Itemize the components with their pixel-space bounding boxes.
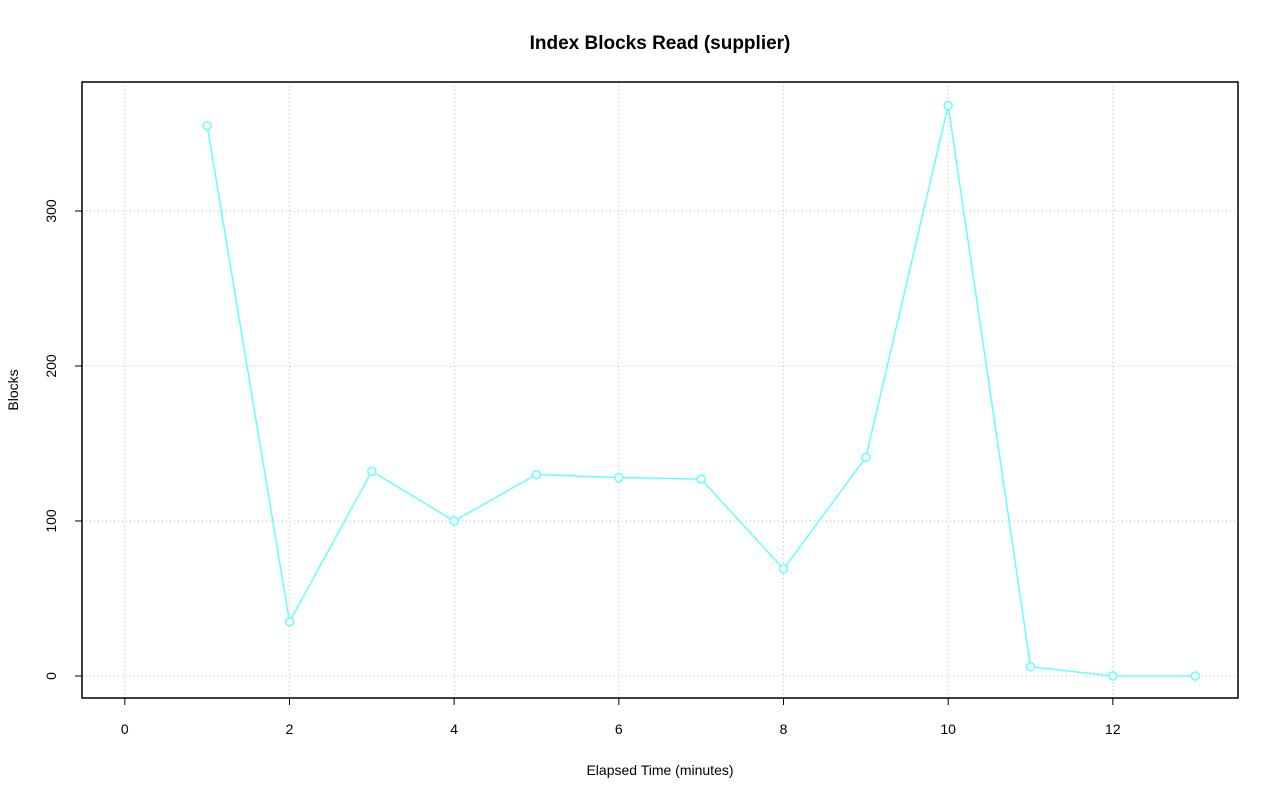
data-point xyxy=(943,100,953,111)
x-tick-label: 2 xyxy=(286,721,294,737)
data-point xyxy=(614,472,624,483)
data-point xyxy=(367,466,377,477)
chart-title: Index Blocks Read (supplier) xyxy=(530,33,791,54)
y-axis-label: Blocks xyxy=(5,369,21,410)
data-point xyxy=(284,616,295,627)
x-tick-label: 6 xyxy=(615,721,623,737)
data-point xyxy=(449,516,459,526)
x-axis-label: Elapsed Time (minutes) xyxy=(586,762,733,778)
data-point xyxy=(861,452,871,463)
data-point xyxy=(696,474,706,484)
x-tick-label: 12 xyxy=(1105,721,1121,737)
data-point xyxy=(778,564,789,574)
x-tick-label: 0 xyxy=(121,721,129,737)
data-point xyxy=(1025,661,1036,672)
data-point xyxy=(1108,671,1118,681)
data-line xyxy=(206,105,1196,677)
data-point xyxy=(1190,671,1200,681)
x-tick-label: 8 xyxy=(780,721,788,737)
x-tick-label: 4 xyxy=(450,721,458,737)
plot-frame xyxy=(81,81,1239,699)
y-tick-label: 0 xyxy=(43,672,59,680)
x-tick-label: 10 xyxy=(940,721,956,737)
data-point xyxy=(531,469,542,480)
y-tick-label: 200 xyxy=(43,354,59,378)
y-tick-label: 300 xyxy=(43,199,59,223)
data-point xyxy=(202,120,212,131)
y-tick-label: 100 xyxy=(43,509,59,533)
